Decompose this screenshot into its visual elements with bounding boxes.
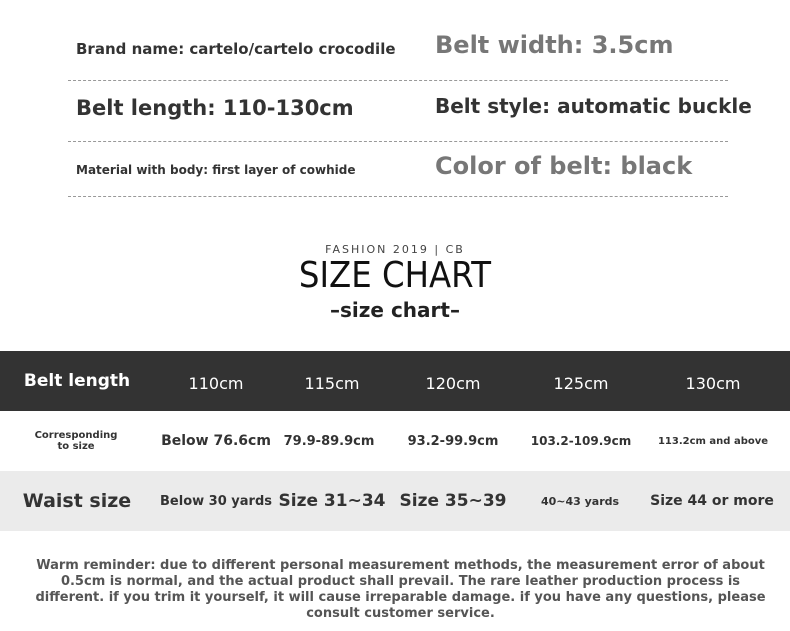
table-cell: 113.2cm and above <box>657 435 769 447</box>
table-cell: 40~43 yards <box>540 494 620 508</box>
row-label: Waist size <box>22 490 132 512</box>
divider <box>68 80 728 81</box>
table-cell: Below 30 yards <box>160 493 272 509</box>
brand-name: Brand name: cartelo/cartelo crocodile <box>76 40 396 58</box>
table-row-belt-length: Belt length 110cm 115cm 120cm 125cm 130c… <box>0 351 790 411</box>
table-cell: 79.9-89.9cm <box>283 433 375 449</box>
warm-reminder: Warm reminder: due to different personal… <box>35 558 766 621</box>
belt-length: Belt length: 110-130cm <box>76 96 354 120</box>
table-cell: Size 35~39 <box>399 491 507 511</box>
table-cell: Size 31~34 <box>278 491 386 511</box>
table-row-corresponding: Corresponding to size Below 76.6cm 79.9-… <box>0 411 790 471</box>
divider <box>68 196 728 197</box>
table-cell: 130cm <box>685 373 741 393</box>
table-cell: 115cm <box>304 373 360 393</box>
belt-width: Belt width: 3.5cm <box>435 31 674 59</box>
table-cell: 103.2-109.9cm <box>530 434 632 448</box>
table-cell: Size 44 or more <box>650 493 774 509</box>
table-cell: 120cm <box>425 373 481 393</box>
heading-title: SIZE CHART <box>298 255 492 296</box>
divider <box>68 141 728 142</box>
row-label: Belt length <box>23 371 131 391</box>
table-cell: 125cm <box>553 373 609 393</box>
material: Material with body: first layer of cowhi… <box>76 163 356 177</box>
table-cell: Below 76.6cm <box>161 433 271 449</box>
heading-kicker: FASHION 2019 | CB <box>325 243 465 256</box>
table-cell: 93.2-99.9cm <box>407 433 499 449</box>
belt-color: Color of belt: black <box>435 152 693 180</box>
row-label: Corresponding to size <box>34 430 118 452</box>
belt-style: Belt style: automatic buckle <box>435 94 752 118</box>
table-cell: 110cm <box>188 373 244 393</box>
table-row-waist-size: Waist size Below 30 yards Size 31~34 Siz… <box>0 471 790 531</box>
heading-subtitle: –size chart– <box>330 298 460 322</box>
